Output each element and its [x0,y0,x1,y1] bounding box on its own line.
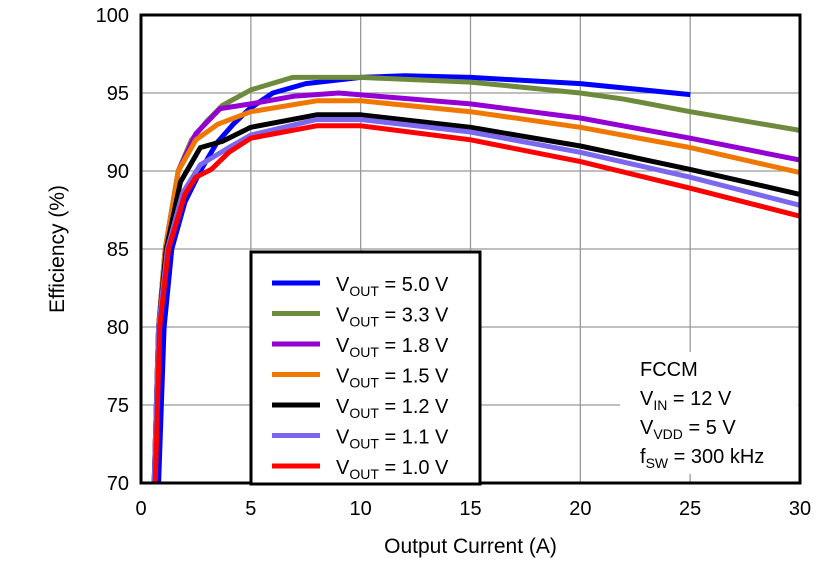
x-axis-label: Output Current (A) [384,535,557,558]
x-tick-label: 25 [679,498,701,520]
legend-entry: VOUT = 1.1 V [336,427,449,452]
x-tick-label: 0 [135,498,146,520]
x-tick-label: 5 [245,498,256,520]
legend-entry: VOUT = 1.0 V [336,457,449,482]
y-tick-label: 85 [107,239,129,261]
legend-entry: VOUT = 1.5 V [336,366,449,391]
series-line [152,123,800,483]
legend-box [249,250,482,486]
y-tick-label: 90 [107,161,129,183]
annotation-line: FCCM [640,359,698,381]
annotation-line: VVDD = 5 V [640,417,736,442]
y-tick-label: 100 [96,5,129,27]
x-tick-label: 20 [569,498,591,520]
annotation-line: fSW = 300 kHz [640,446,764,471]
x-tick-label: 15 [459,498,481,520]
y-tick-label: 75 [107,395,129,417]
y-tick-label: 80 [107,317,129,339]
legend-entry: VOUT = 5.0 V [336,274,449,299]
annotation-bg [620,352,798,474]
legend-entry: VOUT = 1.2 V [336,396,449,421]
y-tick-label: 70 [107,473,129,495]
legend-entry: VOUT = 3.3 V [336,305,449,330]
y-tick-label: 95 [107,83,129,105]
series-line [156,73,691,483]
x-tick-label: 10 [350,498,372,520]
x-tick-label: 30 [789,498,811,520]
annotation-line: VIN = 12 V [640,388,732,413]
legend-entry: VOUT = 1.8 V [336,335,449,360]
y-axis-label: Efficiency (%) [46,185,69,313]
